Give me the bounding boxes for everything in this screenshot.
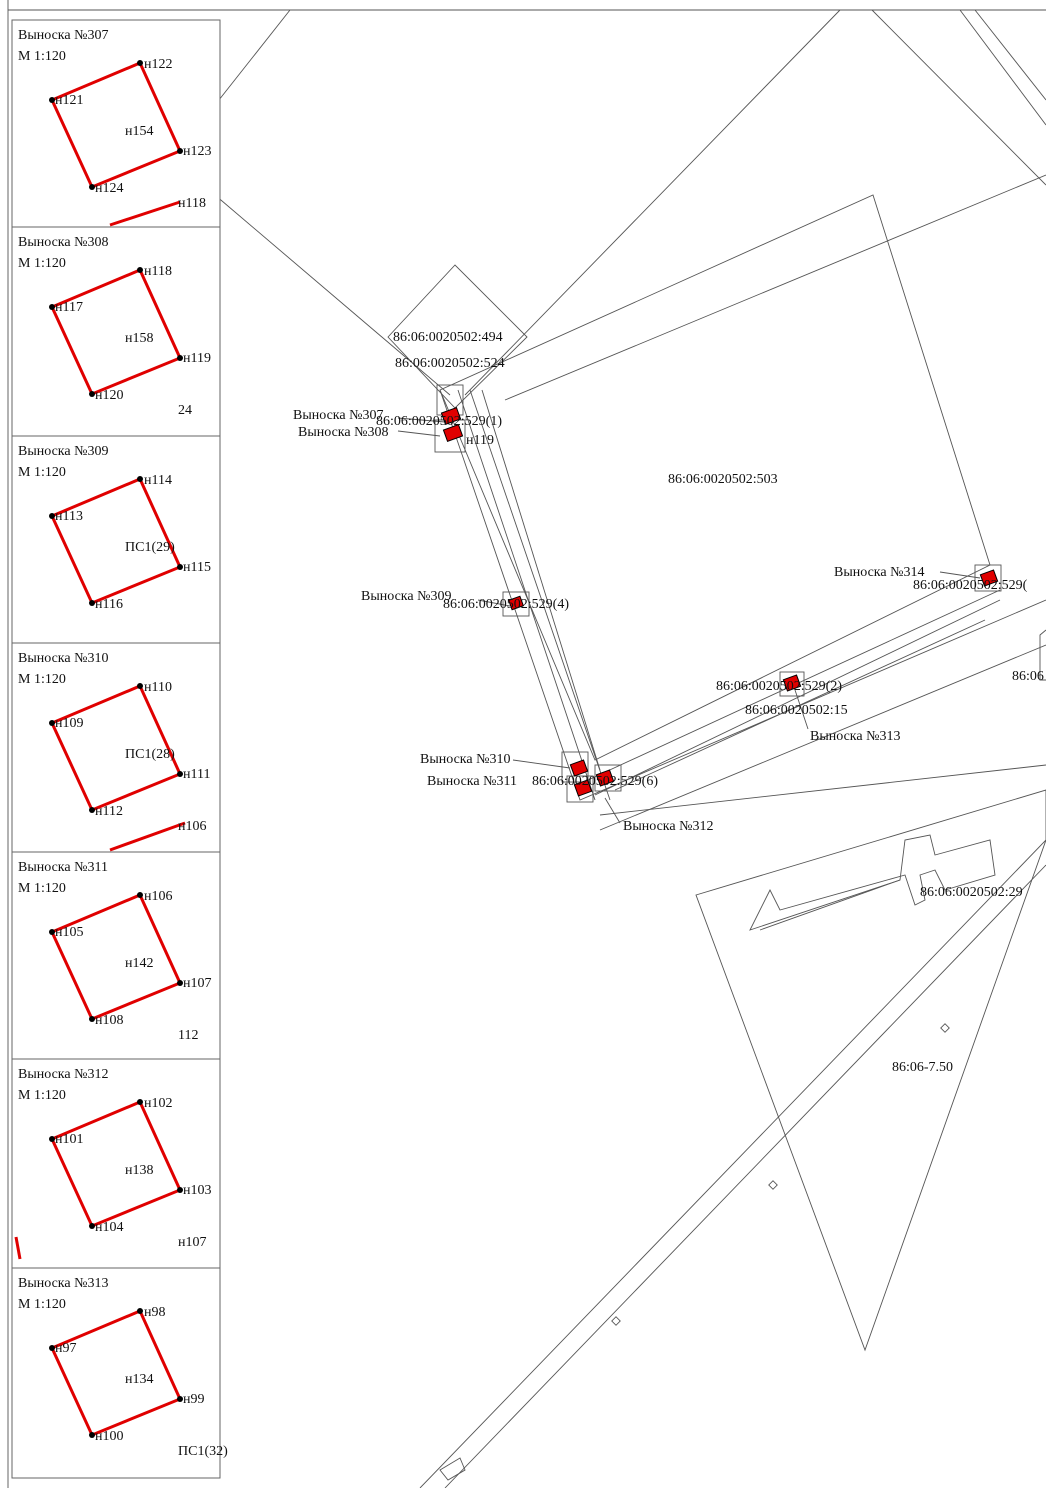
callout-panel: Выноска №307 М 1:120 н122 н121 н123 н124 н154 н… [11, 19, 221, 228]
center-label: н154 [125, 124, 154, 139]
parcel-494-label: 86:06:0020502:494 [393, 330, 503, 345]
parcel-15-label: 86:06:0020502:15 [745, 703, 848, 718]
segment-529-4-label: 86:06:0020502:529(4) [443, 597, 569, 612]
segment-529-edge-label: 86:06:0020502:529( [913, 578, 1028, 593]
map-callout-309: Выноска №309 [361, 589, 451, 604]
point-label: н102 [144, 1096, 173, 1111]
point-label: н113 [55, 509, 83, 524]
parcel-edge-label: 86:06 [1012, 669, 1044, 684]
map-callout-310: Выноска №310 [420, 752, 510, 767]
point-label: н108 [95, 1013, 124, 1028]
point-label: н100 [95, 1429, 124, 1444]
point-label: н105 [55, 925, 84, 940]
map-callout-313: Выноска №313 [810, 729, 900, 744]
map-callout-307: Выноска №307 [293, 408, 383, 423]
point-label: н112 [95, 804, 123, 819]
point-label: н124 [95, 181, 124, 196]
callout-panel: Выноска №312 М 1:120 н102 н101 н103 н104 н138 н… [11, 1058, 221, 1269]
parcel-524-label: 86:06:0020502:524 [395, 356, 505, 371]
center-label: н158 [125, 331, 154, 346]
center-label: н134 [125, 1372, 154, 1387]
point-label: н122 [144, 57, 173, 72]
point-label: н123 [183, 144, 212, 159]
extra-label: 24 [178, 403, 192, 418]
point-label: н107 [183, 976, 212, 991]
callout-title: Выноска №312 [18, 1067, 108, 1082]
point-label: н103 [183, 1183, 212, 1198]
callout-title: Выноска №309 [18, 444, 108, 459]
extra-label: ПС1(32) [178, 1444, 228, 1459]
center-label: ПС1(29) [125, 540, 175, 555]
point-label: н119 [183, 351, 211, 366]
map-lines [214, 9, 1046, 1488]
map-callout-312: Выноска №312 [623, 819, 713, 834]
extra-label: н107 [178, 1235, 207, 1250]
point-label: н115 [183, 560, 211, 575]
zone-label: 86:06-7.50 [892, 1060, 953, 1075]
callout-scale: М 1:120 [18, 1297, 66, 1312]
callout-scale: М 1:120 [18, 672, 66, 687]
point-label: н109 [55, 716, 84, 731]
extra-label: 112 [178, 1028, 198, 1043]
point-label: н120 [95, 388, 124, 403]
callout-scale: М 1:120 [18, 465, 66, 480]
extra-label: н118 [178, 196, 206, 211]
callout-panel: Выноска №310 М 1:120 н110 н109 н111 н112 ПС1(2… [11, 642, 221, 853]
point-label: н110 [144, 680, 172, 695]
callout-scale: М 1:120 [18, 256, 66, 271]
callout-panel: Выноска №311 М 1:120 н106 н105 н107 н108 н142 1… [11, 851, 221, 1060]
callout-title: Выноска №313 [18, 1276, 108, 1291]
point-label: н98 [144, 1305, 166, 1320]
center-label: ПС1(28) [125, 747, 175, 762]
callout-scale: М 1:120 [18, 1088, 66, 1103]
point-label: н101 [55, 1132, 84, 1147]
point-label: н118 [144, 264, 172, 279]
parcel-29-label: 86:06:0020502:29 [920, 885, 1023, 900]
extra-label: н106 [178, 819, 207, 834]
segment-529-6-label: 86:06:0020502:529(6) [532, 774, 658, 789]
point-label: н106 [144, 889, 173, 904]
point-label: н104 [95, 1220, 124, 1235]
center-label: н142 [125, 956, 154, 971]
callout-scale: М 1:120 [18, 881, 66, 896]
point-label: н97 [55, 1341, 77, 1356]
callout-panel: Выноска №308 М 1:120 н118 н117 н119 н120 н158 2… [11, 226, 221, 437]
callout-title: Выноска №307 [18, 28, 108, 43]
callout-panel: Выноска №309 М 1:120 н114 н113 н115 н116 ПС1(2… [11, 435, 221, 644]
point-label: н114 [144, 473, 172, 488]
center-label: н138 [125, 1163, 154, 1178]
map-point-markers [440, 406, 999, 797]
point-n119-label: н119 [466, 433, 494, 448]
point-label: н111 [183, 767, 210, 782]
callout-panels: Выноска №307 М 1:120 н122 н121 н123 н124 н154 н… [11, 19, 228, 1479]
map-callout-308: Выноска №308 [298, 425, 388, 440]
callout-scale: М 1:120 [18, 49, 66, 64]
segment-529-2-label: 86:06:0020502:529(2) [716, 679, 842, 694]
map-callout-311: Выноска №311 [427, 774, 517, 789]
callout-panel: Выноска №313 М 1:120 н98 н97 н99 н100 н134 ПС1(… [11, 1267, 228, 1479]
callout-title: Выноска №311 [18, 860, 108, 875]
point-label: н116 [95, 597, 123, 612]
callout-title: Выноска №310 [18, 651, 108, 666]
map-callout-314: Выноска №314 [834, 565, 924, 580]
map-labels: 86:06:0020502:494 86:06:0020502:524 86:0… [293, 330, 1044, 1075]
point-label: н99 [183, 1392, 205, 1407]
point-label: н117 [55, 300, 83, 315]
point-label: н121 [55, 93, 84, 108]
callout-title: Выноска №308 [18, 235, 108, 250]
parcel-503-label: 86:06:0020502:503 [668, 472, 778, 487]
segment-529-1-label: 86:06:0020502:529(1) [376, 414, 502, 429]
